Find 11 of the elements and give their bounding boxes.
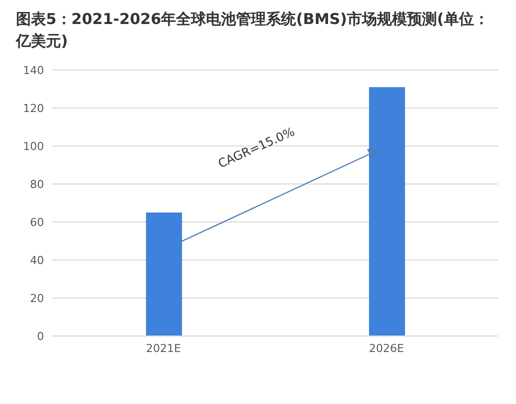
x-tick-label: 2021E: [146, 342, 182, 355]
chart-title: 图表5：2021-2026年全球电池管理系统(BMS)市场规模预测(单位：亿美元): [14, 9, 490, 52]
y-tick-label: 100: [23, 140, 44, 153]
y-tick-label: 80: [30, 178, 44, 191]
y-tick-label: 20: [30, 292, 44, 305]
y-tick-label: 40: [30, 254, 44, 267]
y-tick-label: 140: [23, 64, 44, 77]
y-tick-label: 120: [23, 102, 44, 115]
y-tick-label: 0: [37, 330, 44, 343]
x-tick-label: 2026E: [369, 342, 404, 355]
y-tick-label: 60: [30, 216, 44, 229]
